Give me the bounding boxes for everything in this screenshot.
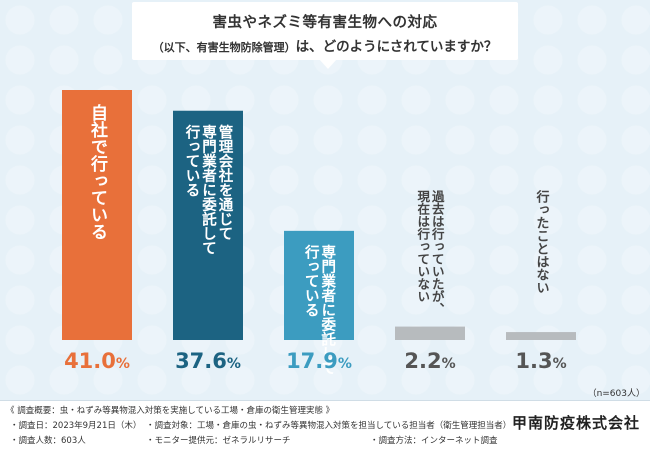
note-overview: 《 調査概要：虫・ねずみ等異物混入対策を実施している工場・倉庫の衛生管理実態 》 (6, 406, 335, 416)
chart-title: 害虫やネズミ等有害生物への対応 (212, 15, 438, 31)
chart-subtitle: （以下、有害生物防除管理）は、どのようにされていますか？ (132, 35, 518, 55)
bar-1 (62, 90, 132, 340)
note-method: ・調査方法：インターネット調査 (370, 436, 498, 446)
bar-5 (506, 332, 576, 340)
bar-2 (173, 110, 243, 340)
title-bubble: 害虫やネズミ等有害生物への対応 （以下、有害生物防除管理）は、どのようにされてい… (132, 2, 518, 69)
value-label-4: 2.2% (404, 349, 455, 373)
value-label-1: 41.0% (64, 349, 130, 373)
bar-label-1-line-1: 自社で行っている (87, 103, 109, 240)
value-label-5: 1.3% (515, 349, 566, 373)
bar-label-2-line-3: 行っている (184, 123, 201, 197)
bar-4 (395, 326, 465, 340)
chart-subtitle-paren: （以下、有害生物防除管理） (152, 41, 296, 54)
bar-chart: 自社で行っている41.0%管理会社を通じて専門業者に委託して行っている37.6%… (62, 90, 645, 399)
bar-3 (284, 230, 354, 340)
note-target: ・調査対象：工場・倉庫の虫・ねずみ等異物混入対策を担当している担当者（衛生管理担… (146, 421, 512, 431)
note-provider: ・モニター提供元：ゼネラルリサーチ (146, 436, 291, 446)
bar-label-3-line-2: 行っている (303, 244, 320, 318)
bar-label-2-line-2: 専門業者に委託して (200, 123, 217, 255)
value-label-2: 37.6% (175, 349, 241, 373)
bar-label-2-line-1: 管理会社を通じて (217, 123, 234, 241)
chart-subtitle-rest: は、どのようにされていますか？ (295, 39, 498, 55)
survey-notes: 《 調査概要：虫・ねずみ等異物混入対策を実施している工場・倉庫の衛生管理実態 》… (0, 400, 650, 451)
company-brand: 甲南防疫株式会社 (511, 414, 640, 432)
bar-label-3-line-1: 専門業者に委託して (319, 244, 336, 376)
note-count: ・調査人数：603人 (10, 436, 86, 446)
note-date: ・調査日：2023年9月21日（木） (10, 421, 142, 431)
bar-label-5-line-1: 行ったことはない (534, 189, 551, 294)
bar-label-4-line-1: 過去は行っていたが、 (430, 189, 445, 315)
value-label-3: 17.9% (286, 349, 352, 373)
bar-label-4-line-2: 現在は行っていない (415, 190, 430, 303)
sample-size-note: （n=603人） (588, 388, 645, 399)
